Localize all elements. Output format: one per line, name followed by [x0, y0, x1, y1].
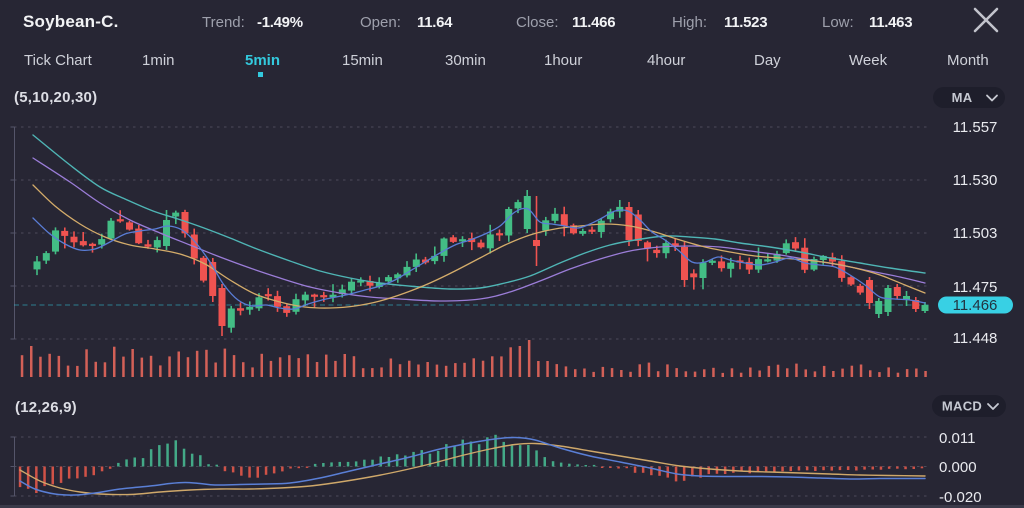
svg-text:11.503: 11.503 — [953, 225, 998, 242]
svg-text:-0.020: -0.020 — [939, 489, 982, 506]
svg-text:11.448: 11.448 — [953, 330, 998, 347]
svg-text:MACD: MACD — [942, 399, 982, 414]
svg-text:0.011: 0.011 — [939, 430, 975, 447]
svg-text:11.530: 11.530 — [953, 172, 998, 189]
svg-text:0.000: 0.000 — [939, 459, 977, 476]
svg-text:11.557: 11.557 — [953, 119, 998, 136]
svg-text:11.475: 11.475 — [953, 279, 998, 296]
svg-text:11.466: 11.466 — [953, 297, 998, 314]
svg-text:MA: MA — [952, 90, 973, 105]
